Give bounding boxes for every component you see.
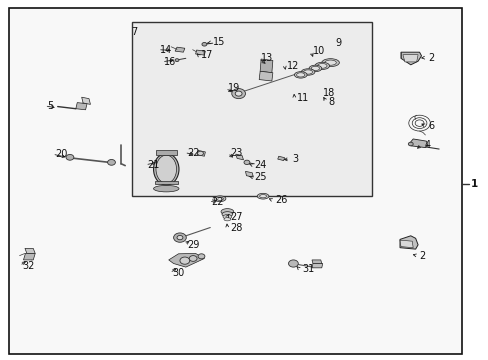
Text: 14: 14 xyxy=(160,45,172,55)
Text: 19: 19 xyxy=(227,83,240,93)
Polygon shape xyxy=(154,181,178,184)
Circle shape xyxy=(107,159,115,165)
Text: 25: 25 xyxy=(254,172,266,182)
Text: 9: 9 xyxy=(334,38,341,48)
Polygon shape xyxy=(168,253,204,267)
Text: 20: 20 xyxy=(55,149,67,159)
Ellipse shape xyxy=(221,209,233,215)
Text: 23: 23 xyxy=(229,148,242,158)
Text: 12: 12 xyxy=(286,60,299,71)
Bar xyxy=(132,22,371,196)
Ellipse shape xyxy=(303,70,312,74)
Ellipse shape xyxy=(311,66,319,71)
Ellipse shape xyxy=(257,193,268,199)
Polygon shape xyxy=(410,139,427,148)
Text: 31: 31 xyxy=(302,264,314,274)
Text: 7: 7 xyxy=(131,27,137,37)
Ellipse shape xyxy=(156,155,176,183)
Polygon shape xyxy=(245,171,253,177)
Text: 32: 32 xyxy=(22,261,34,271)
Text: 2: 2 xyxy=(427,53,433,63)
Ellipse shape xyxy=(324,60,336,65)
Text: 3: 3 xyxy=(292,154,298,164)
Text: 15: 15 xyxy=(212,37,224,48)
Text: 21: 21 xyxy=(147,160,160,170)
Text: 29: 29 xyxy=(186,240,199,250)
Circle shape xyxy=(202,42,206,46)
Text: 6: 6 xyxy=(427,121,434,131)
Text: 5: 5 xyxy=(47,101,53,111)
Ellipse shape xyxy=(224,217,230,221)
Text: 28: 28 xyxy=(229,223,242,233)
Text: 8: 8 xyxy=(328,96,334,107)
Ellipse shape xyxy=(301,69,314,75)
Text: 10: 10 xyxy=(313,46,325,56)
Text: 1: 1 xyxy=(469,179,477,189)
Polygon shape xyxy=(155,150,177,155)
Polygon shape xyxy=(25,248,35,253)
Text: 30: 30 xyxy=(172,268,184,278)
Text: 11: 11 xyxy=(296,93,308,103)
Ellipse shape xyxy=(308,65,321,72)
Text: 2: 2 xyxy=(419,251,425,261)
Polygon shape xyxy=(311,264,322,268)
Circle shape xyxy=(288,260,298,267)
Circle shape xyxy=(180,257,189,264)
Polygon shape xyxy=(402,55,417,62)
Circle shape xyxy=(197,151,203,156)
Text: 13: 13 xyxy=(261,53,273,63)
Ellipse shape xyxy=(317,64,326,68)
Circle shape xyxy=(244,160,249,165)
Ellipse shape xyxy=(222,212,232,217)
Ellipse shape xyxy=(314,62,329,69)
Ellipse shape xyxy=(223,215,231,219)
Circle shape xyxy=(66,154,74,160)
Ellipse shape xyxy=(216,197,223,200)
Polygon shape xyxy=(76,103,87,110)
Text: 26: 26 xyxy=(274,195,286,205)
Ellipse shape xyxy=(153,185,179,192)
Text: 22: 22 xyxy=(211,197,224,207)
Polygon shape xyxy=(23,253,35,260)
Text: 24: 24 xyxy=(254,160,266,170)
Ellipse shape xyxy=(259,194,266,198)
Polygon shape xyxy=(400,52,421,65)
Ellipse shape xyxy=(321,59,339,67)
Polygon shape xyxy=(311,260,321,264)
Polygon shape xyxy=(399,236,417,249)
Circle shape xyxy=(189,256,197,261)
Polygon shape xyxy=(260,59,272,73)
Ellipse shape xyxy=(153,153,179,185)
Polygon shape xyxy=(277,156,284,161)
Polygon shape xyxy=(175,47,184,52)
Text: 16: 16 xyxy=(164,57,176,67)
Text: 17: 17 xyxy=(200,50,212,60)
Polygon shape xyxy=(235,154,243,160)
Circle shape xyxy=(175,59,179,62)
Ellipse shape xyxy=(294,72,306,78)
Circle shape xyxy=(407,142,412,146)
Polygon shape xyxy=(197,150,205,156)
Ellipse shape xyxy=(296,73,304,77)
Circle shape xyxy=(173,233,186,242)
Ellipse shape xyxy=(214,196,225,202)
Circle shape xyxy=(235,91,242,96)
Polygon shape xyxy=(81,97,90,104)
Circle shape xyxy=(231,89,245,99)
Text: 18: 18 xyxy=(322,88,334,98)
Circle shape xyxy=(198,254,204,259)
Circle shape xyxy=(177,235,183,240)
Polygon shape xyxy=(259,71,272,81)
Text: 27: 27 xyxy=(229,212,242,222)
Polygon shape xyxy=(195,50,205,55)
Text: 4: 4 xyxy=(424,140,430,150)
Polygon shape xyxy=(399,240,412,248)
Text: 22: 22 xyxy=(186,148,199,158)
